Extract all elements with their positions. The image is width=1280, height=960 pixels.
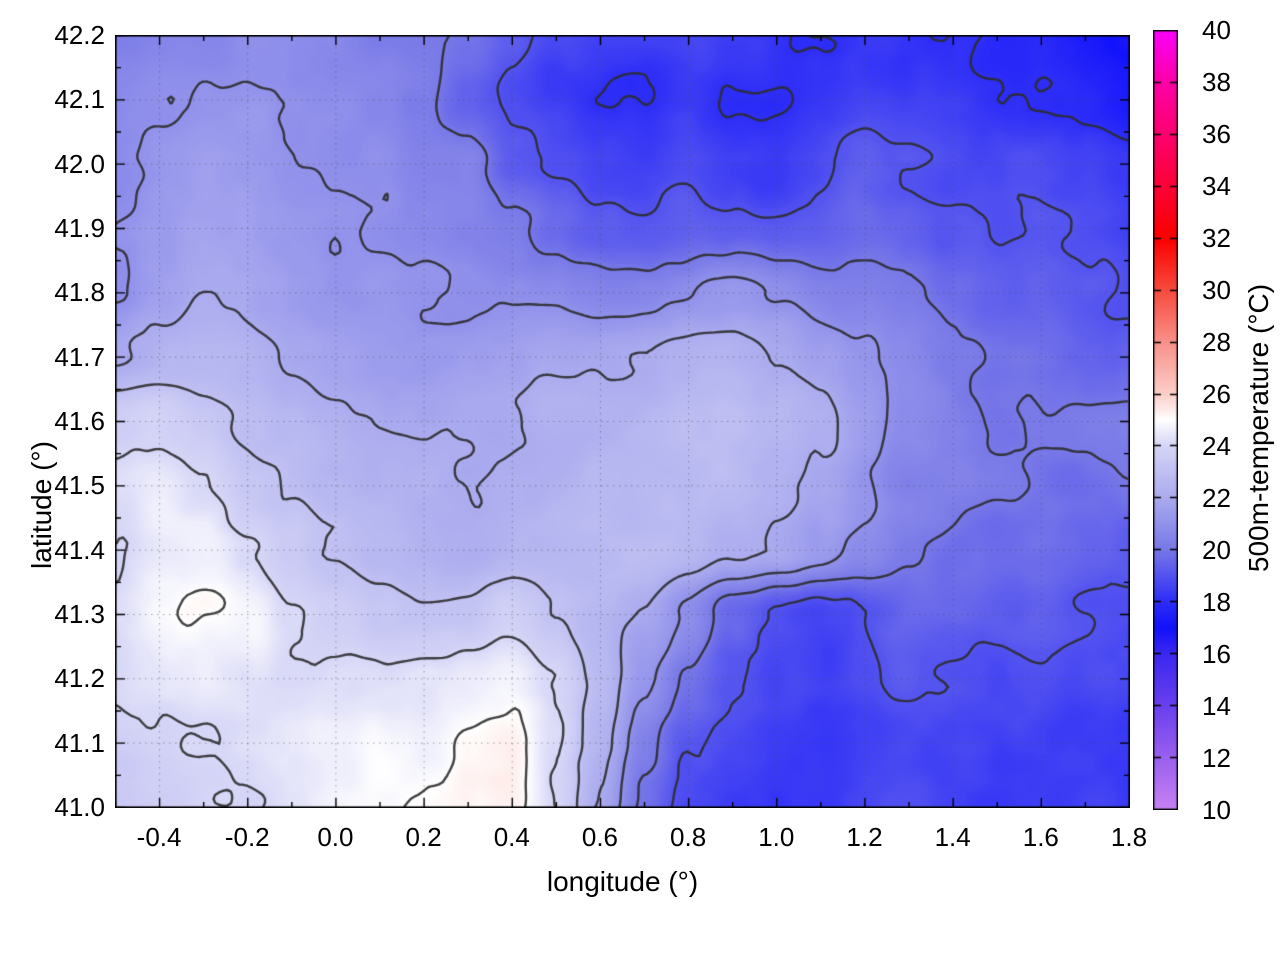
heatmap-plot-canvas [115,35,1130,808]
y-tick-label: 42.1 [54,84,105,115]
colorbar-tick-label: 22 [1202,483,1231,513]
x-tick-label: 0.2 [405,822,442,852]
y-tick-label: 41.5 [54,470,105,501]
y-tick-label: 41.1 [54,727,105,758]
x-tick-label: 1.4 [934,822,971,852]
x-tick-label: 1.0 [758,822,795,852]
x-tick-label: 0.6 [581,822,619,852]
y-tick-label: 41.9 [54,213,105,243]
y-tick-label: 42.2 [54,20,105,50]
x-tick-label: -0.2 [224,822,270,852]
y-tick-label: 41.4 [54,534,105,565]
x-tick-label: 0.0 [317,822,354,852]
colorbar-tick-label: 28 [1202,327,1231,357]
x-tick-label: 0.4 [493,822,530,852]
colorbar-tick-label: 20 [1202,535,1231,565]
y-axis-title: latitude (°) [26,441,57,569]
colorbar-tick-label: 34 [1202,171,1231,201]
y-tick-label: 41.8 [54,277,105,308]
colorbar-tick-label: 12 [1202,743,1231,773]
colorbar-title: 500m-temperature (°C) [1243,283,1274,573]
colorbar-tick-label: 10 [1202,795,1231,825]
x-tick-label: -0.4 [136,822,182,852]
colorbar-tick-label: 26 [1202,379,1231,409]
colorbar-tick-label: 18 [1202,587,1231,617]
x-tick-label: 1.8 [1110,822,1148,852]
colorbar-tick-label: 32 [1202,223,1231,253]
colorbar-tick-label: 24 [1202,431,1231,461]
x-tick-label: 1.6 [1022,822,1059,852]
colorbar-tick-label: 40 [1202,15,1231,45]
y-tick-label: 41.7 [54,341,105,372]
x-tick-label: 1.2 [846,822,883,852]
colorbar-tick-label: 14 [1202,691,1231,721]
y-tick-label: 42.0 [54,148,105,179]
x-axis-title: longitude (°) [546,866,699,897]
colorbar-tick-label: 16 [1202,639,1231,669]
y-tick-label: 41.6 [54,406,105,436]
colorbar-tick-label: 30 [1202,275,1231,305]
colorbar-tick-label: 38 [1202,67,1231,97]
x-tick-label: 0.8 [670,822,707,852]
y-tick-label: 41.2 [54,663,105,694]
colorbar-canvas [1153,30,1178,810]
colorbar-tick-label: 36 [1202,119,1231,149]
y-tick-label: 41.3 [54,599,105,629]
y-tick-label: 41.0 [54,792,105,822]
